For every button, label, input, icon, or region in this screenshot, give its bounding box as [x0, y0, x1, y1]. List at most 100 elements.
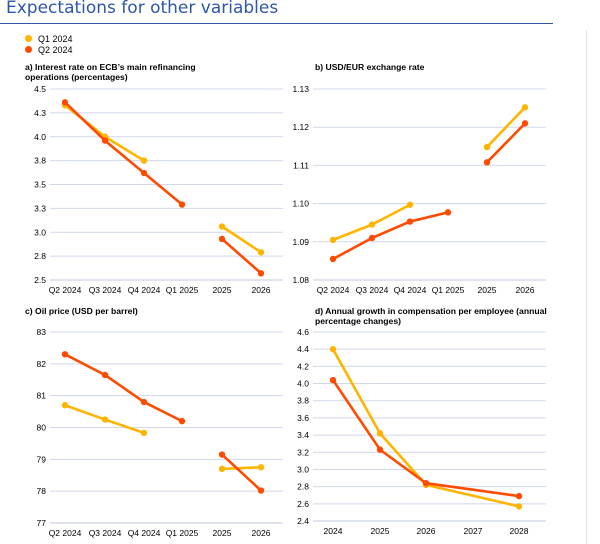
panel-b-data-point-q1-2024: [521, 104, 529, 111]
panel-d-ytick-label: 3.2: [297, 447, 309, 457]
panel-a-data-point-q1-2024: [218, 223, 226, 230]
panel-a-ytick-label: 4.3: [34, 108, 46, 118]
panel-c-series-line-q1-2024: [220, 465, 263, 471]
panel-b-title: b) USD/EUR exchange rate: [315, 62, 425, 72]
panel-d-data-point-q2-2024: [515, 492, 523, 500]
panel-a-xtick-label: Q1 2025: [166, 285, 199, 295]
right-edge-rule: [586, 30, 587, 544]
page-title: Expectations for other variables: [6, 0, 279, 18]
panel-c-data-point-q2-2024: [178, 417, 186, 425]
panel-b-data-point-q2-2024: [521, 120, 529, 127]
title-rule: [0, 23, 553, 24]
panel-a-ytick-label: 3.8: [34, 156, 46, 166]
panel-c-xtick-label: Q2 2024: [49, 528, 82, 538]
panel-b-series-line-q1-2024: [485, 106, 527, 149]
panel-a-data-point-q2-2024: [140, 169, 148, 177]
panel-c-ytick-label: 79: [37, 454, 47, 464]
legend-marker-q1-2024: [25, 35, 32, 42]
panel-d-data-point-q1-2024: [376, 430, 384, 437]
panel-c-data-point-q1-2024: [101, 416, 109, 423]
panel-d-data-point-q2-2024: [376, 446, 384, 453]
panel-d-xtick-label: 2026: [417, 526, 436, 536]
legend-label-q1-2024: Q1 2024: [38, 33, 73, 44]
panel-a-ytick-label: 2.8: [34, 251, 46, 261]
panel-d-data-point-q2-2024: [422, 480, 430, 487]
panel-d-ytick-label: 2.8: [297, 482, 309, 492]
panel-b-data-point-q2-2024: [329, 255, 337, 263]
panel-c-series-line-q2-2024: [63, 352, 184, 423]
panel-d-ytick-label: 4.2: [297, 361, 309, 371]
panel-a-xtick-label: 2025: [213, 285, 232, 295]
legend-item-q1-2024: Q1 2024: [25, 33, 73, 44]
panel-c-data-point-q1-2024: [218, 465, 226, 473]
panel-b-data-point-q1-2024: [406, 201, 414, 208]
panel-d-xtick-label: 2024: [324, 526, 343, 536]
panel-c-xtick-label: Q1 2025: [166, 528, 199, 538]
panel-d-ytick-label: 4.6: [297, 327, 309, 337]
panel-c-ytick-label: 83: [37, 327, 47, 337]
panel-d-ytick-label: 3.6: [297, 413, 309, 423]
panel-b-xtick-label: Q4 2024: [394, 285, 427, 295]
panel-c-ytick-label: 78: [37, 486, 47, 496]
panel-b-data-point-q2-2024: [406, 218, 414, 225]
panel-b-data-point-q1-2024: [329, 236, 337, 244]
panel-c-data-point-q2-2024: [257, 487, 265, 494]
panel-a-ytick-label: 3.0: [34, 227, 46, 237]
panel-a-title: a) Interest rate on ECB’s main refinanci…: [25, 62, 196, 82]
panel-c-data-point-q1-2024: [257, 464, 265, 471]
panel-b-ytick-label: 1.08: [292, 275, 309, 285]
panel-a-ytick-label: 3.3: [34, 203, 46, 213]
panel-b-xtick-label: Q2 2024: [317, 285, 350, 295]
panel-b-series-line-q2-2024: [485, 122, 527, 164]
legend-label-q2-2024: Q2 2024: [38, 44, 73, 55]
panel-d-xtick-label: 2025: [371, 526, 390, 536]
panel-c-series-line-q2-2024: [220, 453, 263, 492]
panel-a-xtick-label: 2026: [252, 285, 271, 295]
panel-c-data-point-q1-2024: [140, 429, 148, 437]
panel-b-xtick-label: 2025: [478, 285, 497, 295]
panel-d-xtick-label: 2028: [510, 526, 529, 536]
panel-a-xtick-label: Q2 2024: [49, 285, 82, 295]
panel-d-data-point-q2-2024: [329, 376, 337, 384]
panel-c-ytick-label: 81: [37, 391, 47, 401]
panel-d-series-line-q1-2024: [331, 347, 521, 508]
panel-b-ytick-label: 1.11: [293, 160, 309, 170]
panel-c-ytick-label: 82: [37, 359, 47, 369]
panel-b-series-line-q2-2024: [331, 211, 450, 261]
panel-a-data-point-q1-2024: [257, 249, 265, 256]
panel-d-series-line-q2-2024: [331, 378, 521, 498]
panel-a-data-point-q2-2024: [61, 99, 69, 106]
panel-a-ytick-label: 4.0: [34, 132, 46, 142]
panel-d-ytick-label: 4.4: [297, 344, 309, 354]
panel-d-ytick-label: 3.8: [297, 396, 309, 406]
panel-b-xtick-label: Q1 2025: [432, 285, 465, 295]
panel-c-xtick-label: 2025: [213, 528, 232, 538]
panel-d-ytick-label: 2.4: [297, 516, 309, 526]
panel-a-data-point-q2-2024: [178, 201, 186, 208]
panel-b-ytick-label: 1.10: [292, 199, 309, 209]
panel-c-ytick-label: 77: [37, 518, 47, 528]
panel-a-data-point-q2-2024: [101, 137, 109, 144]
panel-a-ytick-label: 4.5: [34, 84, 46, 94]
legend-marker-q2-2024: [25, 46, 32, 53]
panel-c-ytick-label: 80: [37, 423, 47, 433]
panel-b-ytick-label: 1.09: [292, 237, 309, 247]
panel-b-data-point-q2-2024: [483, 159, 491, 166]
panel-a-data-point-q2-2024: [218, 235, 226, 243]
panel-c-data-point-q2-2024: [140, 398, 148, 406]
panel-b-ytick-label: 1.13: [292, 84, 309, 94]
panel-d-title: d) Annual growth in compensation per emp…: [315, 306, 547, 326]
panel-c-data-point-q2-2024: [61, 351, 69, 358]
panel-d-xtick-label: 2027: [464, 526, 483, 536]
panel-a-xtick-label: Q3 2024: [89, 285, 122, 295]
panel-a-series-line-q1-2024: [220, 225, 263, 254]
panel-c-data-point-q2-2024: [101, 371, 109, 379]
panel-b-xtick-label: Q3 2024: [356, 285, 389, 295]
panel-d-ytick-label: 3.0: [297, 464, 309, 474]
panel-c-data-point-q2-2024: [218, 451, 226, 458]
panel-a-data-point-q2-2024: [257, 270, 265, 277]
panel-c-data-point-q1-2024: [61, 402, 69, 409]
panel-d-ytick-label: 4.0: [297, 379, 309, 389]
panel-a-data-point-q1-2024: [140, 157, 148, 164]
